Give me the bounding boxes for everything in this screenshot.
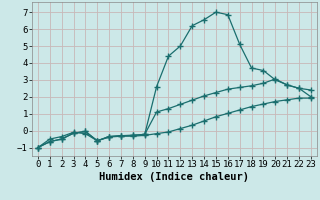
- X-axis label: Humidex (Indice chaleur): Humidex (Indice chaleur): [100, 172, 249, 182]
